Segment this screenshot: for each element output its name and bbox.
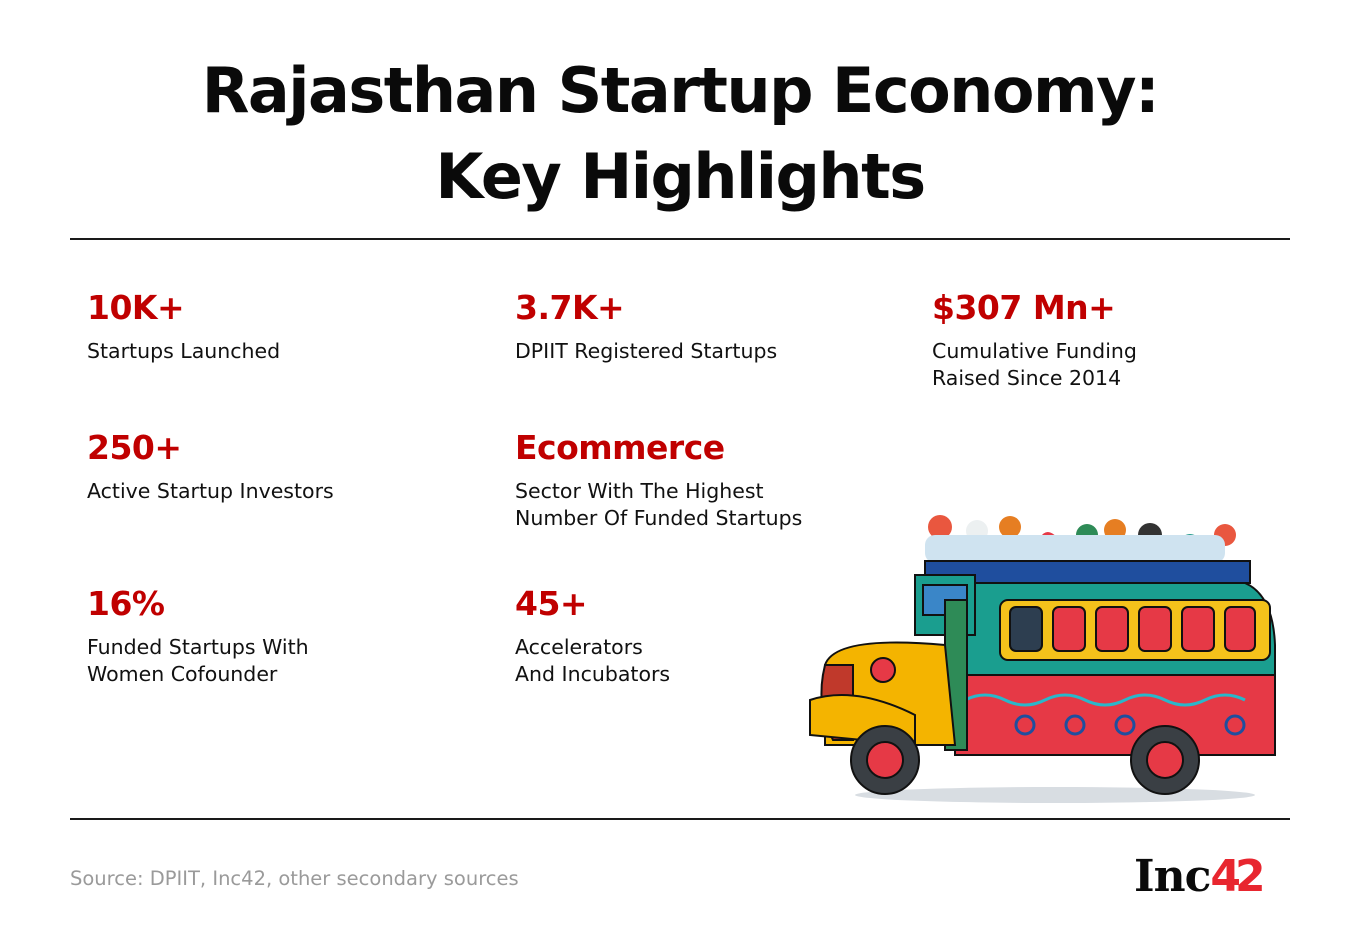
logo-text: Inc bbox=[1134, 851, 1211, 902]
stat-label: Sector With The Highest Number Of Funded … bbox=[515, 479, 803, 530]
source-note: Source: DPIIT, Inc42, other secondary so… bbox=[70, 867, 519, 890]
stat-value: 45+ bbox=[515, 584, 588, 623]
top-divider bbox=[70, 238, 1290, 240]
stat-value: Ecommerce bbox=[515, 428, 725, 467]
stat-women-cofounder: 16% Funded Startups With Women Cofounder bbox=[87, 584, 309, 688]
stat-dpiit-registered: 3.7K+ DPIIT Registered Startups bbox=[515, 288, 777, 365]
stat-value: 250+ bbox=[87, 428, 182, 467]
stat-startups-launched: 10K+ Startups Launched bbox=[87, 288, 280, 365]
stat-label: Startups Launched bbox=[87, 339, 281, 363]
stat-value: 3.7K+ bbox=[515, 288, 625, 327]
stat-label: Cumulative Funding Raised Since 2014 bbox=[932, 339, 1137, 390]
stat-label: Active Startup Investors bbox=[87, 479, 334, 503]
stat-cumulative-funding: $307 Mn+ Cumulative Funding Raised Since … bbox=[932, 288, 1137, 392]
stat-label: DPIIT Registered Startups bbox=[515, 339, 778, 363]
stat-active-investors: 250+ Active Startup Investors bbox=[87, 428, 334, 505]
logo-number: 42 bbox=[1210, 851, 1265, 902]
stat-value: 10K+ bbox=[87, 288, 185, 327]
page-title: Rajasthan Startup Economy: Key Highlight… bbox=[0, 48, 1360, 220]
stat-label: Funded Startups With Women Cofounder bbox=[87, 635, 309, 686]
bottom-divider bbox=[70, 818, 1290, 820]
decorated-bus-illustration-icon bbox=[809, 515, 1276, 803]
stat-value: 16% bbox=[87, 584, 165, 623]
title-line-1: Rajasthan Startup Economy: bbox=[201, 54, 1160, 127]
title-line-2: Key Highlights bbox=[435, 140, 926, 213]
stat-value: $307 Mn+ bbox=[932, 288, 1116, 327]
stat-label: Accelerators And Incubators bbox=[515, 635, 671, 686]
stat-accelerators: 45+ Accelerators And Incubators bbox=[515, 584, 670, 688]
stat-top-sector: Ecommerce Sector With The Highest Number … bbox=[515, 428, 802, 532]
inc42-logo: Inc 42 bbox=[1134, 851, 1266, 902]
